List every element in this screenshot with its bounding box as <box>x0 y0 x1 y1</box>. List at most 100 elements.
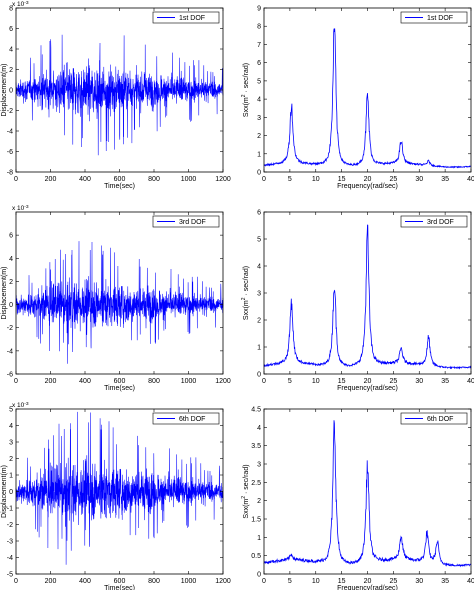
y-tick-label: 8 <box>257 24 261 31</box>
y-tick-label: -8 <box>7 170 13 177</box>
x-tick-label: 400 <box>79 378 91 385</box>
x-tick-label: 0 <box>262 378 266 385</box>
y-tick-label: 2 <box>9 67 13 74</box>
axis-exponent-label: x 10-3 <box>12 401 29 410</box>
y-tick-label: 7 <box>257 42 261 49</box>
x-tick-label: 0 <box>262 176 266 183</box>
y-tick-label: -4 <box>7 348 13 355</box>
y-tick-label: 2.5 <box>251 480 261 487</box>
y-axis-label: Displacement(m) <box>1 465 8 518</box>
y-tick-label: 5 <box>257 78 261 85</box>
y-tick-label: 4 <box>257 97 261 104</box>
x-tick-label: 35 <box>441 378 449 385</box>
axes-frame <box>263 7 472 173</box>
x-axis-label: Time(sec) <box>104 385 135 392</box>
x-tick-label: 1000 <box>181 578 197 585</box>
x-tick-label: 0 <box>262 578 266 585</box>
x-tick-label: 20 <box>364 176 372 183</box>
x-tick-label: 40 <box>467 578 474 585</box>
x-tick-label: 15 <box>338 578 346 585</box>
chart-panel-psd-1: 0 5 10 15 20 25 30 35 40 0 1 2 3 4 5 6 7 8 9 Frequency(rad/… <box>241 6 474 191</box>
y-tick-label: 4 <box>9 256 13 263</box>
x-tick-label: 0 <box>14 578 18 585</box>
axis-exponent-label: x 10-3 <box>12 0 29 8</box>
x-tick-label: 30 <box>415 578 423 585</box>
y-axis-label: Displacement(m) <box>1 267 8 320</box>
x-axis-label: Frequency(rad/sec) <box>337 585 398 590</box>
y-tick-label: 9 <box>257 6 261 13</box>
y-axis-label: Sxx(m2 · sec/rad) <box>241 266 250 320</box>
y-tick-label: 2 <box>9 456 13 463</box>
x-tick-label: 1200 <box>215 176 231 183</box>
x-tick-label: 5 <box>288 578 292 585</box>
y-tick-label: 4 <box>9 47 13 54</box>
y-tick-label: 6 <box>257 210 261 217</box>
x-tick-label: 600 <box>114 378 126 385</box>
y-tick-label: 0 <box>9 88 13 95</box>
legend-label: 1st DOF <box>427 15 453 22</box>
x-tick-label: 10 <box>312 378 320 385</box>
y-tick-label: 4 <box>9 423 13 430</box>
x-tick-label: 0 <box>14 378 18 385</box>
x-tick-label: 35 <box>441 578 449 585</box>
y-tick-label: 2 <box>257 133 261 140</box>
x-tick-label: 35 <box>441 176 449 183</box>
series-line <box>263 420 472 568</box>
x-tick-label: 20 <box>364 578 372 585</box>
y-tick-label: -3 <box>7 539 13 546</box>
x-tick-label: 30 <box>415 378 423 385</box>
y-tick-label: -6 <box>7 149 13 156</box>
x-axis-label: Time(sec) <box>104 585 135 590</box>
x-tick-label: 1200 <box>215 578 231 585</box>
y-tick-label: 6 <box>257 60 261 67</box>
x-tick-label: 1000 <box>181 378 197 385</box>
y-tick-label: 2 <box>9 279 13 286</box>
series-line <box>15 34 224 156</box>
y-tick-label: 1 <box>257 151 261 158</box>
y-tick-label: 0 <box>9 302 13 309</box>
x-tick-label: 0 <box>14 176 18 183</box>
y-tick-label: 3 <box>9 440 13 447</box>
y-tick-label: 4 <box>257 425 261 432</box>
y-tick-label: -2 <box>7 325 13 332</box>
y-tick-label: 5 <box>257 237 261 244</box>
x-tick-label: 25 <box>389 176 397 183</box>
y-tick-label: 2 <box>257 498 261 505</box>
y-tick-label: 5 <box>9 407 13 414</box>
x-tick-label: 25 <box>389 378 397 385</box>
y-tick-label: 1 <box>9 473 13 480</box>
y-tick-label: 3.5 <box>251 443 261 450</box>
x-tick-label: 25 <box>389 578 397 585</box>
x-tick-label: 400 <box>79 578 91 585</box>
x-tick-label: 200 <box>45 378 57 385</box>
y-tick-label: 0.5 <box>251 553 261 560</box>
legend-box <box>152 11 220 24</box>
y-tick-label: 6 <box>9 26 13 33</box>
y-tick-label: 3 <box>257 115 261 122</box>
legend-box <box>400 11 468 24</box>
x-axis-label: Frequency(rad/sec) <box>337 385 398 392</box>
x-tick-label: 600 <box>114 578 126 585</box>
chart-panel-time-3: 0 200 400 600 800 1000 1200 -6 -4 -2 0 2 4 6 Time(sec)… <box>1 204 231 393</box>
x-tick-label: 200 <box>45 176 57 183</box>
y-tick-label: 1 <box>257 345 261 352</box>
chart-panel-time-1: 0 200 400 600 800 1000 1200 -8 -6 -4 -2 0 2 4 6 8 Time(s… <box>1 0 231 190</box>
y-tick-label: 1.5 <box>251 517 261 524</box>
y-tick-label: 3 <box>257 291 261 298</box>
y-tick-label: 1 <box>257 535 261 542</box>
y-axis-label: Displacement(m) <box>1 64 8 117</box>
y-tick-label: -1 <box>7 506 13 513</box>
chart-panel-psd-6: 0 5 10 15 20 25 30 35 40 0 0.5 1 1.5 2 2.5 3 3.5 4 4.5 Freq… <box>241 407 474 590</box>
legend-label: 3rd DOF <box>427 219 454 226</box>
legend-label: 1st DOF <box>179 15 205 22</box>
y-tick-label: 3 <box>257 462 261 469</box>
axes-frame <box>263 408 472 575</box>
y-tick-label: -4 <box>7 555 13 562</box>
x-axis-label: Time(sec) <box>104 183 135 190</box>
series-line <box>15 411 224 565</box>
chart-panel-psd-3: 0 5 10 15 20 25 30 35 40 0 1 2 3 4 5 6 Frequency(rad/sec… <box>241 210 474 393</box>
x-tick-label: 800 <box>148 578 160 585</box>
x-axis-label: Frequency(rad/sec) <box>337 183 398 190</box>
y-tick-label: 0 <box>257 572 261 579</box>
